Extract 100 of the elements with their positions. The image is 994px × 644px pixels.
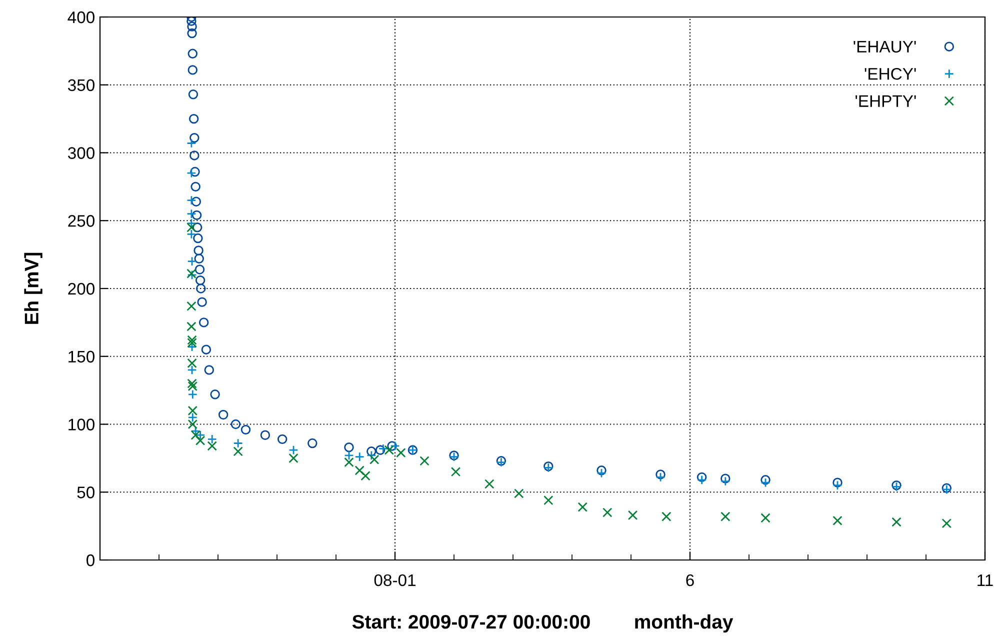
- point: [190, 182, 200, 192]
- point: [197, 297, 207, 307]
- point: [188, 65, 198, 75]
- point: [190, 150, 200, 160]
- point: [186, 17, 196, 26]
- point: [186, 229, 196, 240]
- point: [360, 470, 370, 481]
- point: [186, 301, 196, 312]
- point: [188, 381, 198, 392]
- y-tick-label: 100: [68, 418, 94, 430]
- point: [187, 378, 197, 388]
- point: [194, 246, 204, 256]
- point: [188, 390, 198, 400]
- point: [656, 472, 666, 482]
- point: [369, 454, 380, 464]
- y-tick-label: 200: [68, 282, 94, 295]
- point: [375, 445, 386, 455]
- point: [195, 275, 206, 286]
- point: [720, 474, 730, 484]
- point: [277, 434, 288, 444]
- point: [207, 441, 217, 451]
- point: [760, 513, 770, 523]
- point: [187, 256, 197, 266]
- point: [186, 222, 196, 232]
- point: [596, 466, 606, 476]
- point: [396, 448, 406, 458]
- point: [308, 438, 318, 448]
- point: [194, 264, 205, 274]
- point: [760, 475, 770, 485]
- point: [832, 516, 842, 526]
- legend-label: 'EHAUY': [854, 40, 916, 53]
- point: [354, 466, 364, 476]
- point: [344, 442, 354, 452]
- y-tick-label: 0: [86, 554, 94, 566]
- y-tick-label: 150: [68, 350, 94, 363]
- point: [387, 441, 397, 451]
- point: [596, 468, 606, 478]
- point: [201, 344, 212, 354]
- point: [190, 132, 200, 143]
- point: [188, 48, 198, 59]
- point: [188, 90, 198, 100]
- point: [186, 195, 196, 206]
- point: [204, 365, 214, 375]
- point: [198, 318, 209, 328]
- point: [602, 508, 612, 518]
- point: [218, 410, 228, 420]
- point: [188, 114, 199, 124]
- point: [366, 450, 376, 460]
- point: [190, 430, 200, 440]
- point: [193, 233, 203, 244]
- point: [484, 479, 494, 489]
- point: [578, 502, 588, 512]
- point: [628, 510, 638, 520]
- point: [344, 450, 354, 460]
- point: [288, 445, 298, 455]
- point: [233, 438, 243, 448]
- point: [720, 476, 730, 486]
- point: [188, 419, 198, 430]
- point: [233, 446, 243, 456]
- point: [240, 424, 251, 435]
- point: [384, 445, 394, 455]
- point: [390, 441, 400, 451]
- point: [760, 478, 770, 488]
- y-tick-label: 50: [77, 486, 94, 498]
- point: [187, 22, 197, 32]
- point: [832, 480, 842, 490]
- x-tick-label: 6: [686, 574, 694, 586]
- point: [192, 210, 202, 220]
- x-tick-label: 08-01: [374, 574, 416, 586]
- point: [187, 28, 197, 38]
- point: [192, 222, 202, 232]
- point: [186, 138, 196, 148]
- point: [544, 495, 554, 506]
- x-tick-label: 11: [978, 574, 993, 586]
- point: [186, 168, 196, 178]
- point: [344, 457, 354, 468]
- point: [186, 322, 196, 332]
- point: [378, 444, 388, 454]
- point: [195, 430, 206, 440]
- point: [187, 335, 197, 345]
- point: [207, 434, 217, 444]
- point: [186, 208, 196, 219]
- point: [832, 478, 842, 488]
- y-axis-title: Eh [mV]: [24, 252, 42, 324]
- point: [190, 166, 200, 177]
- y-tick-label: 250: [68, 215, 94, 227]
- y-tick-label: 300: [68, 147, 94, 159]
- point: [187, 365, 197, 375]
- point: [420, 456, 430, 466]
- point: [942, 518, 952, 528]
- point: [656, 470, 666, 480]
- point: [188, 406, 198, 416]
- point: [195, 436, 206, 446]
- point: [260, 430, 270, 440]
- point: [354, 452, 364, 462]
- point: [188, 412, 198, 422]
- point: [696, 475, 707, 485]
- point: [190, 426, 200, 436]
- point: [196, 284, 206, 294]
- point: [696, 472, 707, 482]
